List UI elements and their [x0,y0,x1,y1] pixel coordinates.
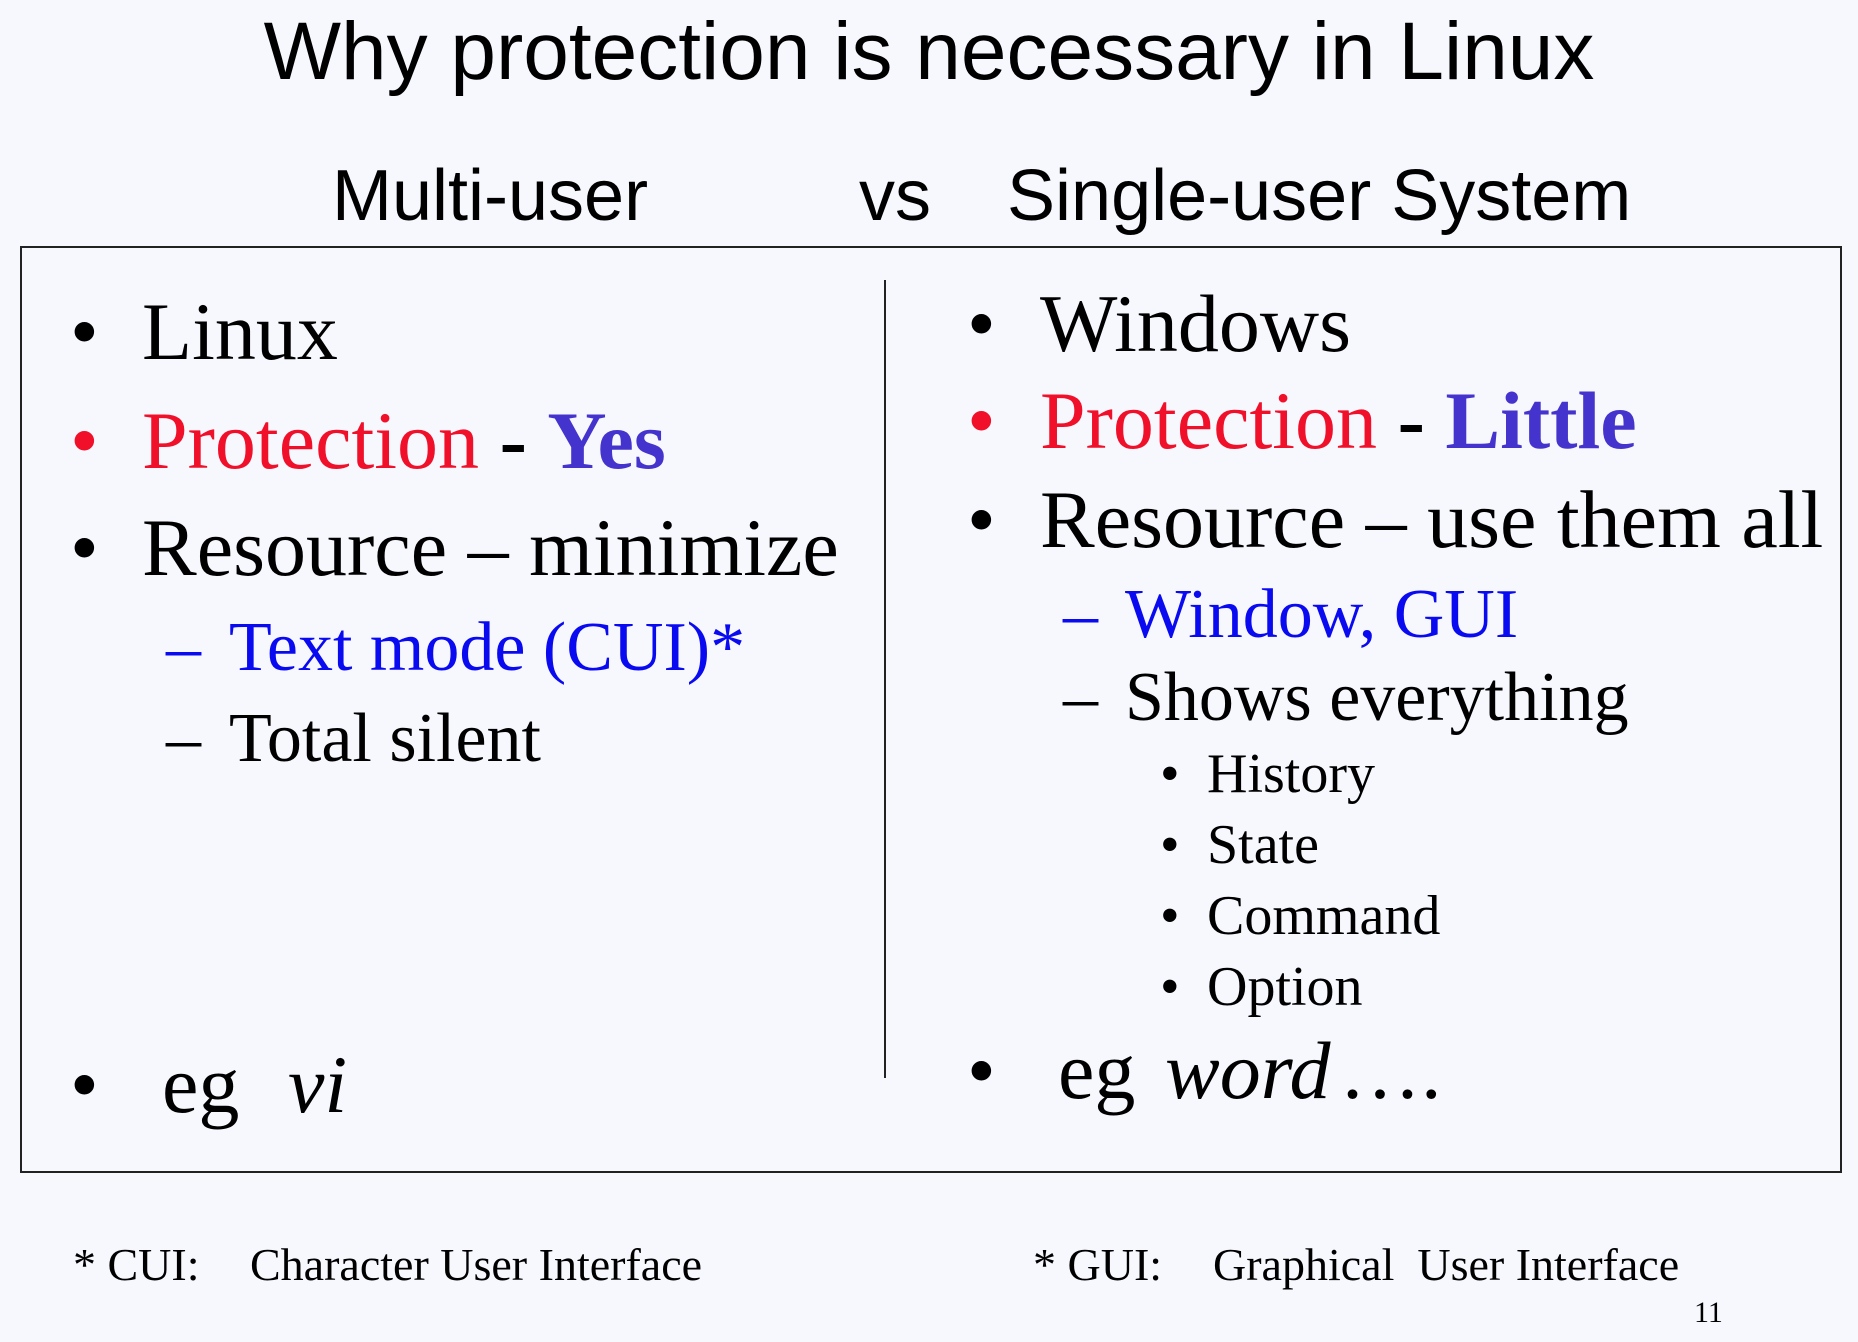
footnote-gui-key: * GUI: [1033,1239,1163,1290]
bullet: • [70,1039,99,1130]
footnote-cui-key: * CUI: [73,1239,200,1290]
subsub-option: Option [1207,956,1363,1018]
right-eg-ellipsis: …. [1339,1025,1442,1116]
right-eg: eg [1058,1025,1136,1116]
right-item-protection: Protection - Little [1040,380,1637,462]
bullet: • [967,474,996,565]
left-eg: eg [162,1039,240,1130]
right-item-windows: Windows [1040,278,1352,369]
slide-title: Why protection is necessary in Linux [263,6,1595,97]
left-item-protection: Protection - Yes [142,400,666,482]
protection-value: Yes [547,395,666,486]
page-number: 11 [1694,1296,1723,1329]
bullet: • [1160,743,1180,805]
left-sub-text-mode: Text mode (CUI)* [229,609,746,686]
subtitle-multi-user: Multi-user [332,156,649,236]
left-item-linux: Linux [142,286,338,377]
bullet: • [70,395,99,486]
eg-value-text: vi [288,1039,348,1130]
subsub-command: Command [1207,885,1441,947]
bullet: • [70,502,99,593]
bullet: • [70,286,99,377]
bullet: • [967,278,996,369]
footnote-cui-text: Character User Interface [250,1239,703,1290]
separator: - [1397,375,1425,466]
right-item-resource: Resource – use them all [1040,474,1824,565]
dash: – [166,700,201,777]
bullet: • [1160,814,1180,876]
subtitle-vs: vs [859,156,931,236]
column-divider [884,280,886,1078]
subsub-state: State [1207,814,1319,876]
eg-value-text: word [1165,1025,1331,1116]
right-sub-shows-everything: Shows everything [1125,659,1629,736]
bullet: • [967,1025,996,1116]
right-sub-window-gui: Window, GUI [1125,576,1519,653]
bullet: • [1160,956,1180,1018]
subtitle-single-user: Single-user System [1007,156,1632,236]
comparison-box [20,246,1842,1173]
bullet: • [1160,885,1180,947]
right-eg-value: word [1165,1030,1331,1112]
bullet: • [967,375,996,466]
footnote-gui-text: Graphical User Interface [1213,1239,1680,1290]
separator: - [499,395,527,486]
protection-value: Little [1445,375,1637,466]
protection-label: Protection [1040,375,1378,466]
left-sub-total-silent: Total silent [229,700,541,777]
subsub-history: History [1207,743,1375,805]
left-item-resource: Resource – minimize [142,502,839,593]
dash: – [1063,659,1098,736]
dash: – [1063,576,1098,653]
protection-label: Protection [142,395,480,486]
dash: – [166,609,201,686]
left-eg-value: vi [288,1044,347,1126]
